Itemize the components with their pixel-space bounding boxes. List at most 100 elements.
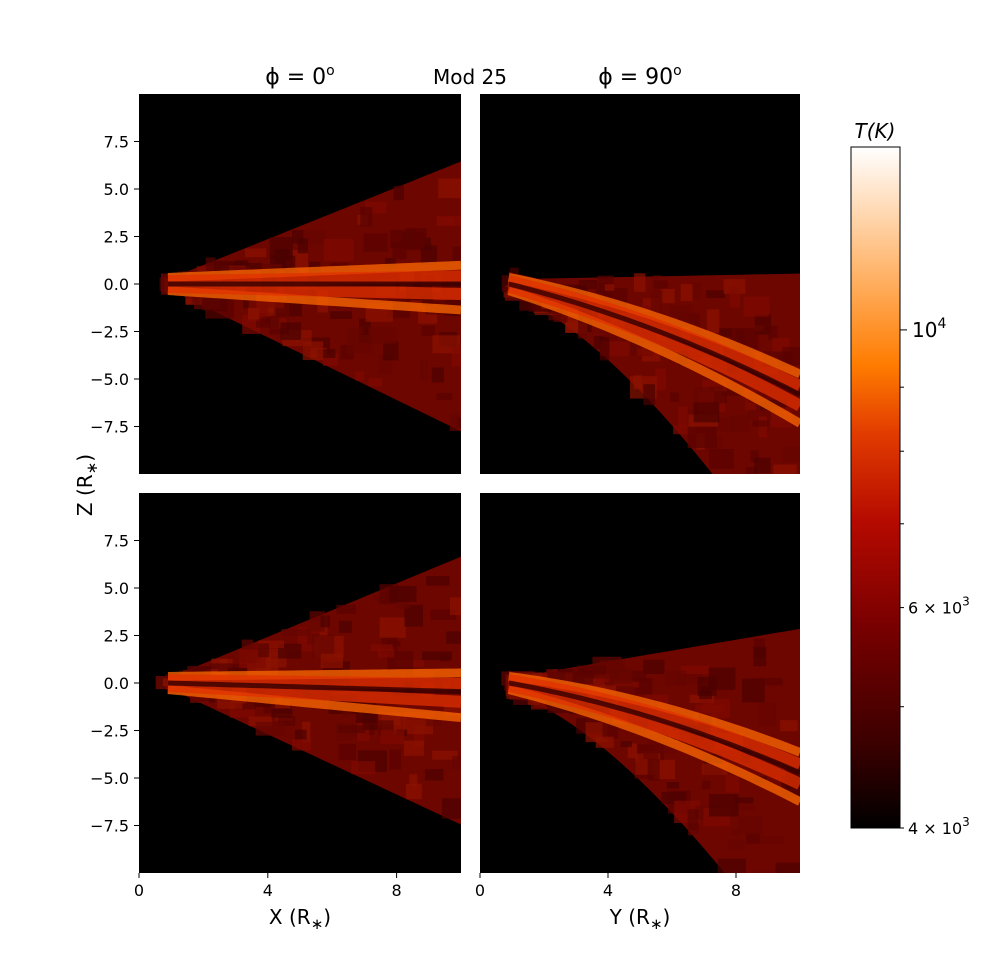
disk-cell bbox=[578, 318, 588, 339]
y-tick-label: 5.0 bbox=[104, 579, 129, 598]
disk-cell bbox=[393, 185, 404, 201]
colorbar-major-label: 104 bbox=[912, 316, 946, 342]
disk-cell bbox=[595, 736, 614, 748]
disk-cell bbox=[432, 750, 458, 760]
disk-cell bbox=[271, 709, 293, 718]
disk-cell bbox=[422, 651, 453, 661]
disk-cell bbox=[634, 677, 653, 695]
y-tick-label: −7.5 bbox=[90, 418, 129, 437]
disk-cell bbox=[599, 337, 610, 361]
disk-cell bbox=[698, 690, 713, 699]
disk-cell bbox=[384, 258, 396, 269]
disk-cell bbox=[687, 809, 699, 831]
disk-cell bbox=[701, 763, 728, 775]
disk-cell bbox=[368, 327, 397, 345]
disk-cell bbox=[277, 715, 296, 726]
disk-cell bbox=[693, 401, 720, 423]
y-tick-label: 0.0 bbox=[104, 674, 129, 693]
disk-cell bbox=[368, 378, 382, 387]
disk-cell bbox=[653, 280, 669, 289]
y-tick-label: 5.0 bbox=[104, 180, 129, 199]
x-tick-label: 4 bbox=[603, 881, 613, 900]
disk-cell bbox=[650, 290, 663, 314]
panel-bottom-left bbox=[139, 493, 461, 873]
disk-cell bbox=[631, 670, 647, 682]
disk-cell bbox=[379, 617, 406, 638]
disk-cell bbox=[743, 296, 770, 317]
disk-cell bbox=[281, 629, 311, 636]
disk-cell bbox=[725, 775, 740, 793]
disk-cell bbox=[579, 280, 597, 290]
disk-cell bbox=[413, 725, 425, 748]
disk-cell bbox=[736, 330, 745, 349]
y-axis-title: Z (R∗) bbox=[73, 454, 101, 516]
hot-layer bbox=[167, 674, 461, 690]
y-tick-label: 2.5 bbox=[104, 627, 129, 646]
disk-cell bbox=[780, 871, 800, 873]
disk-cell bbox=[634, 273, 646, 292]
disk-cell bbox=[666, 781, 680, 789]
disk-cell bbox=[389, 749, 402, 770]
disk-cell bbox=[577, 665, 606, 675]
disk-cell bbox=[338, 743, 357, 761]
disk-cell bbox=[255, 721, 286, 736]
disk-cell bbox=[370, 699, 388, 711]
disk-cell bbox=[436, 215, 461, 226]
disk-cell bbox=[389, 585, 417, 602]
disk-cell bbox=[758, 416, 768, 438]
disk-cell bbox=[436, 392, 453, 401]
disk-cell bbox=[302, 341, 324, 361]
disk-cell bbox=[753, 646, 767, 667]
disk-cell bbox=[347, 334, 373, 354]
disk-cell bbox=[753, 870, 781, 873]
disk-cell bbox=[274, 249, 287, 270]
disk-cell bbox=[244, 248, 267, 258]
y-tick-label: −5.0 bbox=[90, 370, 129, 389]
disk-cell bbox=[643, 751, 659, 760]
disk-cell bbox=[382, 341, 399, 361]
disk-cell bbox=[297, 238, 309, 254]
disk-cell bbox=[757, 677, 783, 686]
disk-cell bbox=[700, 686, 710, 693]
hot-layer bbox=[167, 280, 461, 301]
column-title-right: ϕ = 90o bbox=[598, 63, 682, 90]
x-axis-title-left: X (R∗) bbox=[269, 905, 331, 933]
disk-cell bbox=[253, 700, 271, 707]
disk-cell bbox=[360, 206, 373, 227]
disk-cell bbox=[269, 324, 290, 335]
disk-cell bbox=[709, 794, 739, 817]
disk-cell bbox=[311, 635, 335, 659]
disk-cell bbox=[342, 709, 352, 718]
disk-cell bbox=[430, 609, 456, 621]
disk-cell bbox=[320, 615, 330, 628]
disk-cell bbox=[431, 367, 444, 383]
disk-cell bbox=[280, 322, 302, 340]
hot-layer bbox=[507, 281, 800, 412]
disk-cell bbox=[424, 769, 444, 781]
disk-cell bbox=[637, 347, 655, 356]
disk-cell bbox=[780, 720, 798, 732]
y-tick-label: 2.5 bbox=[104, 228, 129, 247]
panel-top-right bbox=[480, 94, 800, 474]
disk-cell bbox=[351, 761, 376, 775]
disk-cell bbox=[234, 703, 257, 710]
disk-cell bbox=[380, 730, 405, 744]
disk-cell bbox=[738, 815, 763, 834]
y-tick-label: −2.5 bbox=[90, 722, 129, 741]
disk-cell bbox=[358, 318, 371, 343]
disk-cell bbox=[426, 576, 450, 586]
y-tick-label: −2.5 bbox=[90, 323, 129, 342]
disk-cell bbox=[643, 659, 665, 675]
disk-cell bbox=[706, 290, 725, 299]
disk-cell bbox=[371, 644, 393, 652]
disk-cell bbox=[734, 804, 755, 811]
disk-cell bbox=[620, 741, 632, 748]
hot-layer bbox=[167, 270, 461, 288]
disk-cell bbox=[680, 284, 693, 302]
disk-cell bbox=[449, 597, 461, 616]
disk-cell bbox=[675, 672, 703, 684]
disk-cell bbox=[564, 322, 587, 334]
disk-cell bbox=[302, 230, 326, 245]
disk-cell bbox=[390, 229, 416, 249]
